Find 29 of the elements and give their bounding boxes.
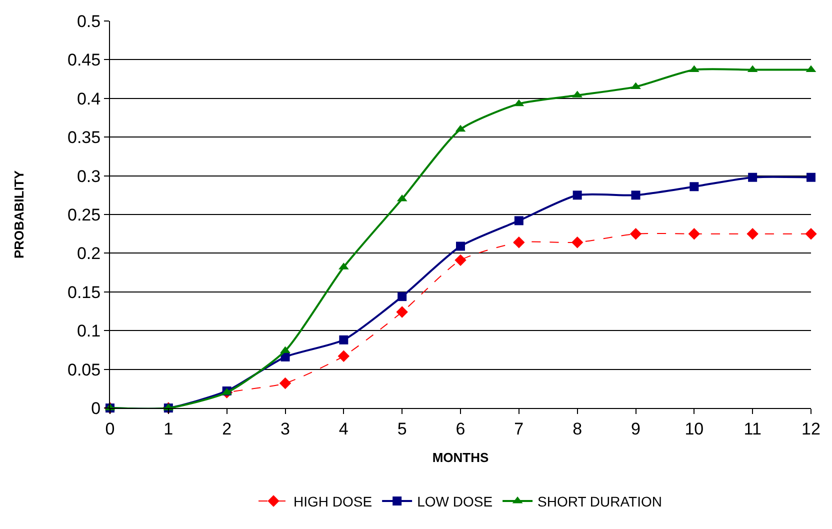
x-tick-label: 7 bbox=[514, 419, 524, 438]
legend-label: SHORT DURATION bbox=[538, 493, 662, 510]
y-tick-label: 0.3 bbox=[76, 166, 101, 186]
x-tick-label: 4 bbox=[338, 419, 348, 438]
x-tick-label: 0 bbox=[105, 419, 115, 438]
x-tick-label: 10 bbox=[684, 419, 704, 438]
y-tick-label: 0.25 bbox=[68, 205, 101, 224]
x-tick-label: 5 bbox=[397, 419, 407, 438]
legend-label: LOW DOSE bbox=[417, 493, 493, 510]
x-tick-label: 3 bbox=[280, 419, 290, 438]
x-tick-label: 1 bbox=[164, 419, 174, 438]
legend-label: HIGH DOSE bbox=[294, 493, 372, 510]
x-tick-label: 9 bbox=[631, 419, 640, 438]
y-tick-label: 0.4 bbox=[76, 89, 101, 108]
x-axis-title: MONTHS bbox=[432, 450, 489, 465]
y-tick-label: 0.45 bbox=[68, 50, 101, 70]
y-axis-title: PROBABILITY bbox=[11, 170, 26, 259]
x-tick-label: 2 bbox=[222, 419, 232, 438]
y-tick-label: 0.15 bbox=[68, 282, 101, 302]
x-tick-label: 11 bbox=[744, 419, 762, 438]
x-tick-label: 6 bbox=[456, 419, 466, 438]
y-tick-label: 0.5 bbox=[76, 12, 101, 31]
y-tick-label: 0.35 bbox=[68, 128, 101, 148]
x-tick-label: 12 bbox=[802, 419, 820, 438]
y-tick-label: 0.1 bbox=[76, 322, 101, 341]
y-tick-label: 0 bbox=[91, 398, 101, 418]
y-tick-label: 0.2 bbox=[76, 244, 101, 264]
y-tick-label: 0.05 bbox=[68, 360, 101, 380]
x-tick-label: 8 bbox=[572, 419, 582, 438]
